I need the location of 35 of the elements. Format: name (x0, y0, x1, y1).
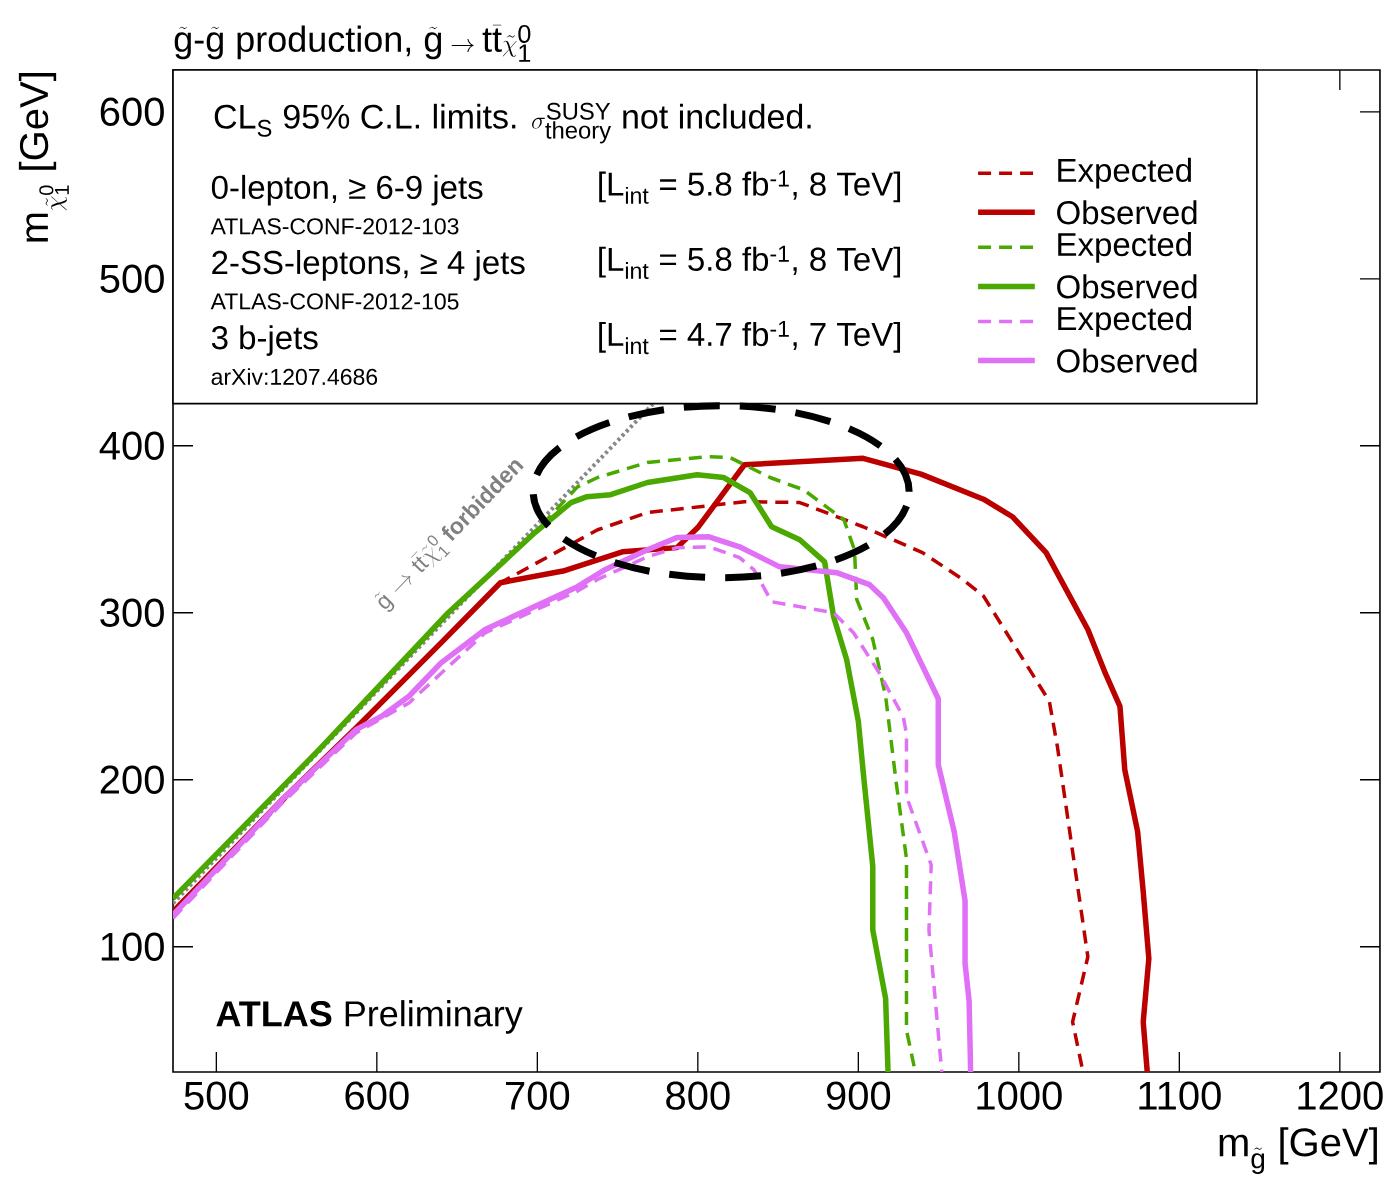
legend-title: $\mbox{CL}_{\mathrm{S}}\mbox{ 95\% C.L. limits. }\sigma^{\mathrm{SUSY}}_{\mathrm{theory}}\mbox{ not included.}$ (214, 102, 811, 144)
y-tick-label: 600 (100, 97, 164, 126)
legend-label: Observed (1057, 348, 1197, 373)
annotation: [L$_{int}$ = 4.7 fb$^{-1}$, 7 TeV] (599, 320, 901, 355)
annotation: $\tilde{\mathrm{g}}\rightarrow \mathrm{t}\bar{\mathrm{t}}\tilde{\chi}^{\mathrm{0}}_{\mathrm{1}}\mbox{ forbidden}$ (374, 460, 524, 612)
x-axis-title: $\mathrm{m}_{\tilde{\mathrm{g}}}\mbox{ [GeV]}$ (1219, 1127, 1377, 1175)
x-tick-label: 1100 (1139, 1081, 1221, 1110)
chart-title: $\tilde{\mathrm{g}}\mbox{-}\tilde{\mathrm{g}}\mbox{ production, }\tilde{\mathrm{g}}\rightarrow \mathrm{t}\bar{\mathrm{t}}\tilde{\chi}^{\mathrm{0}}_{\mathrm{1}}$ (174, 24, 531, 62)
annotation: [L$_{int}$ = 5.8 fb$^{-1}$, 8 TeV] (599, 245, 901, 280)
annotation: 2-SS-leptons, ≥ 4 jets (212, 249, 525, 281)
annotation: 3 b-jets (211, 325, 318, 356)
y-tick-label: 400 (99, 431, 164, 460)
x-tick-label: 1000 (977, 1081, 1062, 1110)
y-tick-label: 500 (100, 264, 164, 293)
y-tick-label: 300 (100, 598, 164, 627)
legend-label: Expected (1058, 306, 1191, 337)
y-tick-label: 100 (101, 932, 164, 961)
annotation: arXiv:1207.4686 (211, 368, 378, 386)
x-tick-label: 800 (666, 1081, 730, 1110)
x-tick-label: 900 (826, 1081, 891, 1110)
legend-label: Expected (1058, 157, 1191, 189)
legend-label: Observed (1057, 274, 1197, 299)
y-tick-label: 200 (100, 765, 164, 794)
x-tick-label: 500 (184, 1081, 249, 1110)
x-tick-label: 700 (506, 1081, 570, 1110)
annotation: ATLAS Preliminary (216, 1000, 523, 1034)
annotation: [L$_{int}$ = 5.8 fb$^{-1}$, 8 TeV] (599, 170, 901, 204)
legend-label: Expected (1058, 231, 1191, 263)
y-axis-title: $\mathrm{m}_{\tilde{\chi}^{\mathrm{0}}_{\mathrm{1}}}\mbox{ [GeV]}$ (18, 73, 69, 242)
annotation: ATLAS-CONF-2012-103 (210, 218, 459, 235)
x-tick-label: 600 (345, 1081, 409, 1110)
annotation: ATLAS-CONF-2012-105 (210, 293, 459, 310)
x-tick-label: 1200 (1298, 1081, 1383, 1110)
legend-label: Observed (1057, 200, 1197, 225)
annotation: 0-lepton, ≥ 6-9 jets (211, 174, 483, 206)
